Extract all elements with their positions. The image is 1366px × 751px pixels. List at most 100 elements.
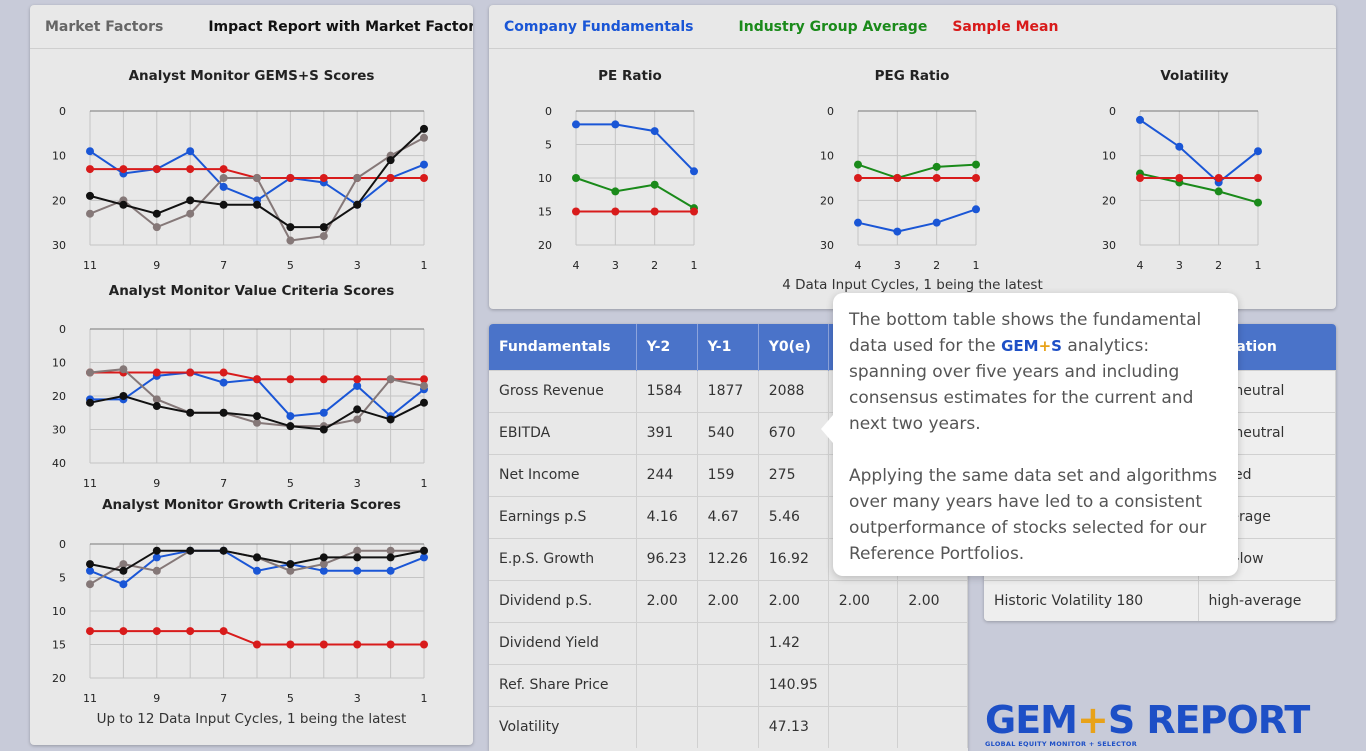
chart-growth-scores: 0 5 10 15 20 11 9 7 5 3 1	[52, 538, 428, 705]
x-tick-label: 9	[153, 692, 160, 705]
tab-impact-report[interactable]: Impact Report with Market Factors	[208, 18, 473, 35]
red-data-point	[253, 375, 261, 384]
tooltip-text-b: analytics: spanning over five years and …	[849, 336, 1194, 434]
chart-title-volatility: Volatility	[1160, 68, 1229, 84]
red-data-point	[186, 165, 195, 174]
table-cell: 4.16	[636, 495, 698, 538]
red-data-point	[420, 375, 428, 384]
row-label: Volatility	[489, 705, 637, 748]
black-data-point	[119, 200, 128, 209]
gray-data-point	[152, 223, 161, 232]
table-cell: 1.42	[758, 621, 829, 664]
table-cell: 1584	[636, 369, 698, 412]
black-data-point	[386, 156, 395, 165]
green-data-point	[972, 160, 980, 169]
tooltip-paragraph-2: Applying the same data set and algorithm…	[849, 466, 1218, 564]
blue-data-point	[1175, 142, 1184, 151]
table-cell: 159	[697, 453, 759, 496]
black-data-point	[219, 408, 228, 417]
x-tick-label: 3	[894, 259, 901, 272]
gray-data-point	[353, 546, 362, 555]
table-cell	[897, 705, 968, 748]
chart-title-value: Analyst Monitor Value Criteria Scores	[108, 283, 395, 299]
black-data-point	[253, 412, 261, 421]
gray-data-point	[86, 209, 94, 218]
x-tick-label: 2	[651, 259, 658, 272]
x-tick-label: 11	[83, 259, 97, 272]
red-data-point	[152, 627, 161, 636]
tooltip-paragraph-1: The bottom table shows the fundamental d…	[849, 307, 1224, 437]
x-tick-label: 7	[220, 477, 227, 490]
blue-data-point	[972, 205, 980, 214]
table-cell: 1877	[697, 369, 759, 412]
x-tick-label: 3	[1176, 259, 1183, 272]
gray-data-point	[86, 368, 94, 377]
table-cell	[828, 621, 899, 664]
table-cell: 391	[636, 411, 698, 454]
table-cell	[828, 705, 899, 748]
y-tick-label: 0	[59, 105, 66, 118]
x-tick-label: 11	[83, 692, 97, 705]
y-tick-label: 30	[820, 239, 834, 252]
red-data-point	[972, 174, 980, 182]
gray-data-point	[353, 174, 362, 182]
y-tick-label: 40	[52, 457, 66, 470]
table-cell: 2.00	[828, 579, 899, 622]
legend-bar: Company Fundamentals Industry Group Aver…	[489, 5, 1336, 49]
blue-data-point	[286, 412, 295, 421]
tab-market-factors[interactable]: Market Factors	[45, 18, 164, 35]
table-cell: 5.46	[758, 495, 829, 538]
green-data-point	[932, 162, 941, 171]
black-data-point	[286, 422, 295, 431]
gray-data-point	[386, 546, 395, 555]
fundamentals-header-cell: Y-2	[636, 324, 698, 370]
blue-data-point	[893, 227, 902, 236]
blue-data-point	[611, 120, 620, 129]
x-tick-label: 1	[421, 259, 428, 272]
green-data-point	[572, 174, 580, 182]
red-data-point	[420, 640, 428, 649]
chart-title-gems: Analyst Monitor GEMS+S Scores	[128, 68, 375, 84]
ratios-caption: 4 Data Input Cycles, 1 being the latest	[782, 277, 1043, 293]
table-row: Historic Volatility 180 high-average	[984, 579, 1336, 621]
legend-sample-mean[interactable]: Sample Mean	[952, 18, 1059, 35]
green-series-line	[857, 163, 977, 180]
blue-data-point	[353, 566, 362, 575]
black-data-point	[152, 209, 161, 218]
blue-data-point	[386, 566, 395, 575]
y-tick-label: 20	[820, 194, 834, 207]
red-data-point	[86, 627, 94, 636]
qualification-cell: high-average	[1198, 579, 1336, 621]
row-label: E.p.S. Growth	[489, 537, 637, 580]
logo-wordmark: GEM+S REPORT	[985, 698, 1310, 742]
black-data-point	[253, 200, 261, 209]
red-data-point	[152, 368, 161, 377]
y-tick-label: 20	[1102, 194, 1116, 207]
chart-title-peg: PEG Ratio	[874, 68, 950, 84]
table-cell	[636, 705, 698, 748]
legend-industry-average[interactable]: Industry Group Average	[738, 18, 928, 35]
table-cell: 670	[758, 411, 829, 454]
blue-data-point	[319, 408, 328, 417]
blue-data-point	[572, 120, 580, 129]
y-tick-label: 20	[52, 194, 66, 207]
chart-value-scores: 0 10 20 30 40 11 9 7 5 3 1	[52, 323, 428, 490]
row-label: Dividend p.S.	[489, 579, 637, 622]
info-tooltip: The bottom table shows the fundamental d…	[821, 293, 1238, 576]
table-row: Earnings p.S 4.16 4.67 5.46	[489, 495, 968, 538]
legend-company-fundamentals[interactable]: Company Fundamentals	[504, 18, 694, 35]
black-data-point	[319, 553, 328, 562]
red-data-point	[386, 174, 395, 182]
red-data-point	[650, 207, 659, 216]
red-data-point	[420, 174, 428, 182]
black-data-point	[119, 566, 128, 575]
red-data-point	[286, 375, 295, 384]
y-tick-label: 20	[538, 239, 552, 252]
black-data-point	[219, 200, 228, 209]
blue-data-point	[420, 553, 428, 562]
table-cell: 140.95	[758, 663, 829, 706]
x-tick-label: 9	[153, 477, 160, 490]
fundamentals-table: Fundamentals Y-2 Y-1 Y0(e) Gross Revenue 158…	[489, 324, 968, 748]
y-tick-label: 15	[538, 206, 552, 219]
x-tick-label: 2	[933, 259, 940, 272]
